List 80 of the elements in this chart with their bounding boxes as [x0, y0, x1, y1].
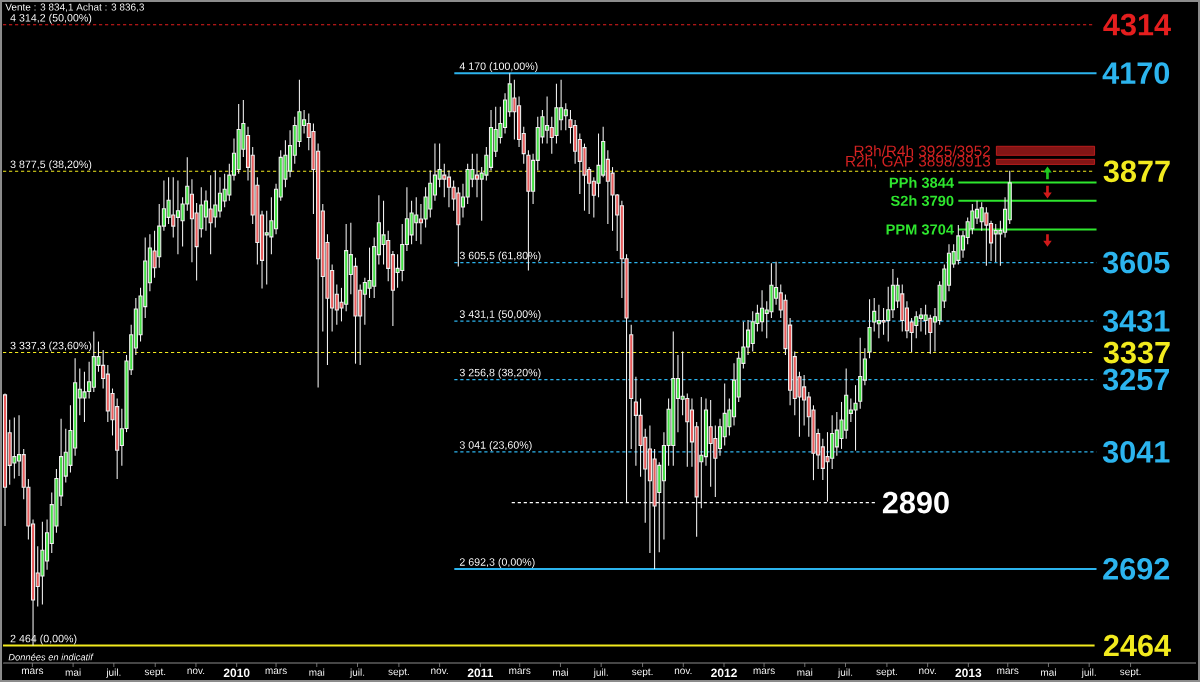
candlestick [40, 521, 45, 606]
chart-title: Vente : 3 834,1 Achat : 3 836,3 [5, 3, 144, 12]
candlestick [217, 176, 223, 218]
candlestick [974, 200, 980, 225]
candlestick [367, 247, 372, 299]
candlestick [825, 431, 830, 503]
annotation: 3 337,3 (23,60%) [10, 341, 92, 352]
x-tick-label: nov. [674, 668, 692, 675]
candlestick [731, 362, 737, 426]
series-label: 3041 [1102, 441, 1170, 463]
x-tick-label: sept. [632, 668, 653, 678]
annotation: Données en indicatif [8, 653, 94, 661]
x-tick-label: mars [509, 668, 531, 675]
candlestick [923, 304, 928, 336]
ref-line-label: 2464 [1103, 634, 1171, 657]
series-label: 3605 [1102, 251, 1170, 274]
candlestick [759, 289, 765, 333]
x-tick-label: 2012 [711, 668, 737, 678]
x-tick-label: mai [65, 668, 81, 676]
x-tick-label: juil. [1081, 668, 1096, 678]
candlestick [203, 190, 209, 232]
candlestick [82, 371, 87, 423]
annotation: 2 692,3 (0,00%) [459, 557, 535, 568]
x-tick-label: nov. [919, 668, 936, 675]
x-tick-label: mars [997, 668, 1019, 675]
annotation: 4 170 (100,00%) [459, 62, 538, 73]
x-tick-label: nov. [187, 668, 205, 675]
x-tick-label: sept. [388, 668, 409, 678]
x-tick-label: sept. [1120, 668, 1141, 678]
annotation: 4 314,2 (50,00%) [10, 13, 92, 24]
x-tick-label: mai [309, 668, 325, 676]
x-tick-label: 2013 [955, 668, 982, 678]
candlestick [703, 398, 709, 467]
candlestick [582, 143, 587, 212]
annotation: 3 431,1 (50,00%) [459, 310, 541, 320]
ref-line-label: 4314 [1103, 13, 1171, 36]
annotation: 2 464 (0,00%) [10, 634, 77, 645]
x-tick-label: juil. [837, 668, 853, 678]
candlestick [474, 153, 480, 198]
x-tick-label: juil. [349, 668, 365, 678]
ref-line-label: 3337 [1103, 341, 1170, 364]
x-tick-label: juil. [593, 668, 608, 678]
series-label: PPM 3704 [886, 224, 954, 235]
candlestick [984, 206, 989, 267]
x-tick-label: mars [753, 668, 775, 675]
candlestick [918, 307, 924, 333]
x-tick-label: sept. [144, 668, 166, 678]
annotation: 3 041 (23,60%) [459, 440, 532, 451]
ref-line-label: 3877 [1103, 160, 1170, 183]
x-tick-label: mai [1041, 668, 1056, 676]
series-label: 3431 [1102, 310, 1170, 332]
x-tick-label: mai [797, 668, 813, 676]
candlestick [208, 174, 213, 255]
series-label: 2692 [1103, 558, 1170, 580]
annotation: 3 256,8 (38,20%) [459, 368, 541, 379]
series-label: S2h 3790 [890, 195, 954, 207]
x-tick-label: mars [265, 668, 287, 675]
series-label: 2890 [882, 491, 949, 514]
candlestick [189, 178, 195, 263]
x-tick-label: 2010 [223, 668, 250, 678]
band-label: R2h, GAP 3898/3913 [846, 155, 991, 169]
x-tick-label: 2011 [467, 668, 494, 678]
candlestick [629, 324, 634, 450]
x-tick-label: juil. [106, 668, 121, 678]
candlestick [446, 169, 452, 208]
candlestick [563, 102, 568, 131]
x-tick-label: sept. [876, 668, 897, 678]
series-label: 4170 [1102, 62, 1170, 84]
candlestick [2, 394, 8, 527]
series-label: 3257 [1102, 368, 1169, 391]
candlestick [512, 79, 517, 141]
x-tick-label: mars [21, 668, 44, 675]
candlestick [853, 384, 858, 452]
candlestick [381, 200, 386, 265]
series-label: PPh 3844 [889, 177, 954, 188]
annotation: 3 877,5 (38,20%) [10, 160, 92, 171]
band-label: R3h/R4h 3925/3952 [854, 145, 990, 157]
candlestick [652, 448, 657, 570]
x-tick-label: mai [553, 668, 568, 676]
x-tick-label: nov. [431, 668, 448, 675]
